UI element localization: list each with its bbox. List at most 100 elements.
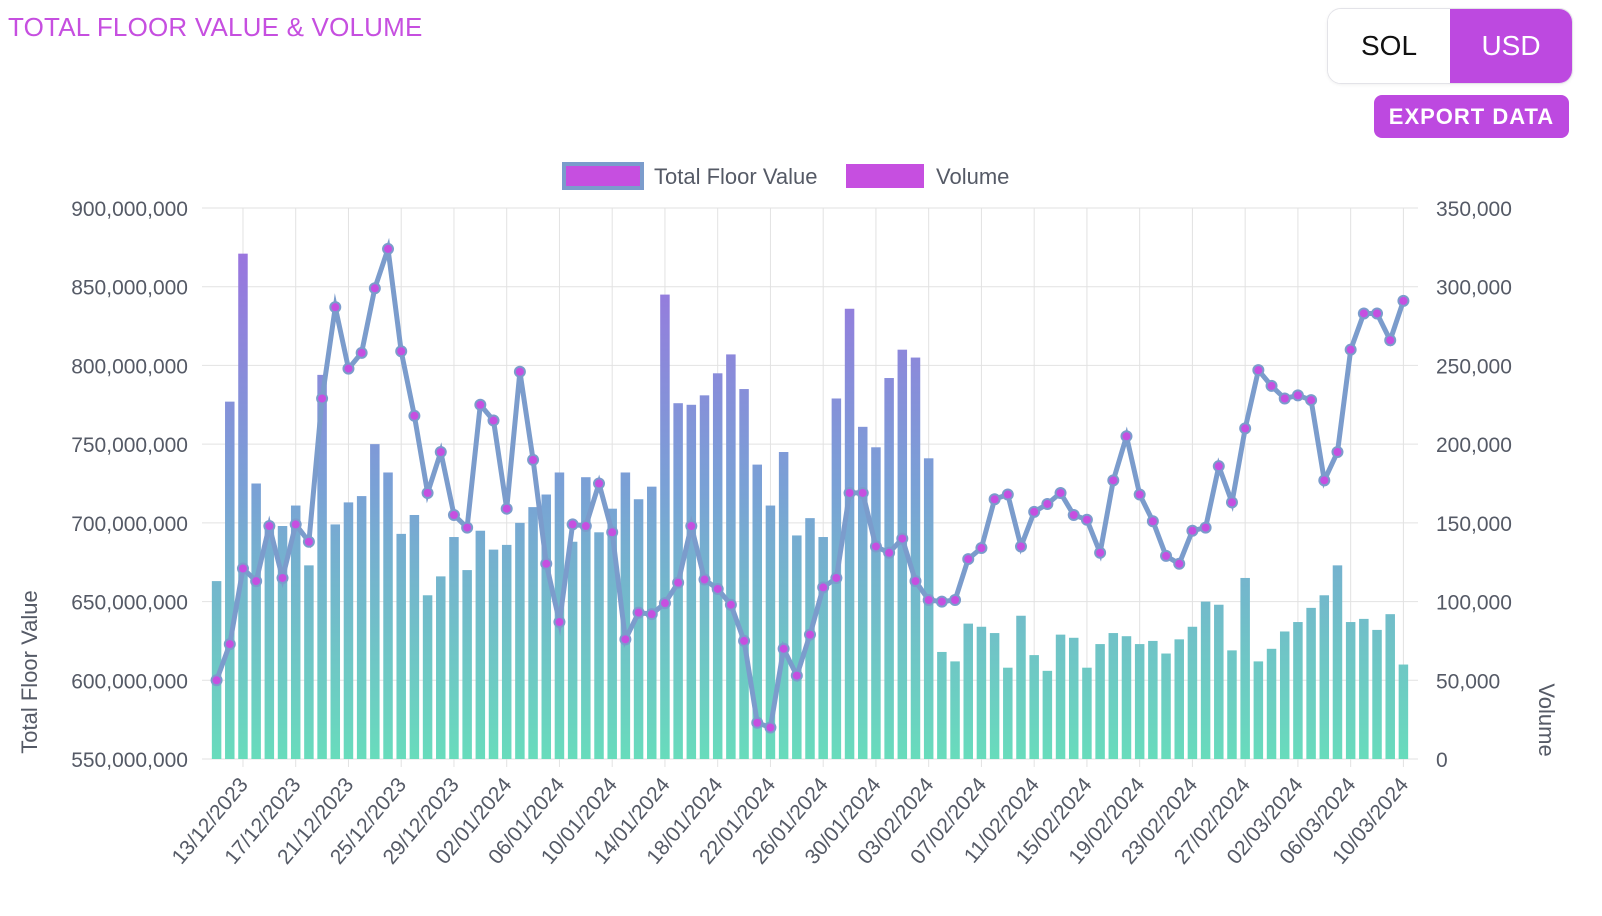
floor-value-point[interactable]: [830, 571, 843, 584]
volume-bar[interactable]: [647, 486, 657, 759]
volume-bar[interactable]: [1398, 664, 1409, 759]
volume-bar[interactable]: [950, 661, 960, 759]
volume-bar[interactable]: [541, 494, 552, 759]
floor-value-point[interactable]: [1291, 389, 1304, 402]
volume-bar[interactable]: [264, 526, 275, 759]
volume-bar[interactable]: [304, 565, 314, 759]
volume-bar[interactable]: [594, 532, 604, 759]
volume-bar[interactable]: [1293, 622, 1303, 759]
floor-value-point[interactable]: [1094, 546, 1107, 559]
floor-value-point[interactable]: [632, 606, 645, 619]
volume-bar[interactable]: [211, 581, 222, 759]
floor-value-point[interactable]: [909, 575, 922, 588]
volume-bar[interactable]: [1306, 607, 1316, 759]
floor-value-point[interactable]: [223, 638, 236, 651]
floor-value-point[interactable]: [1186, 524, 1199, 537]
volume-bar[interactable]: [501, 544, 512, 759]
floor-value-point[interactable]: [698, 573, 711, 586]
floor-value-point[interactable]: [724, 598, 737, 611]
volume-bar[interactable]: [923, 458, 934, 759]
volume-bar[interactable]: [1240, 577, 1250, 759]
volume-bar[interactable]: [1279, 631, 1290, 759]
floor-value-point[interactable]: [408, 409, 421, 422]
volume-bar[interactable]: [225, 401, 235, 759]
floor-value-point[interactable]: [777, 642, 790, 655]
floor-value-point[interactable]: [461, 521, 474, 534]
volume-bar[interactable]: [1372, 629, 1382, 759]
floor-value-point[interactable]: [236, 562, 249, 575]
floor-value-point[interactable]: [1080, 513, 1093, 526]
volume-bar[interactable]: [396, 533, 406, 759]
volume-bar[interactable]: [1332, 565, 1343, 759]
floor-value-point[interactable]: [1120, 430, 1133, 443]
volume-bar[interactable]: [1068, 637, 1079, 759]
volume-bar[interactable]: [488, 549, 499, 759]
floor-value-point[interactable]: [1305, 394, 1318, 407]
volume-bar[interactable]: [989, 633, 1000, 759]
floor-value-point[interactable]: [382, 242, 395, 255]
floor-value-point[interactable]: [935, 595, 948, 608]
floor-value-point[interactable]: [1067, 508, 1080, 521]
volume-bar[interactable]: [858, 426, 868, 759]
volume-bar[interactable]: [897, 349, 908, 759]
volume-bar[interactable]: [792, 535, 802, 759]
floor-value-point[interactable]: [250, 575, 263, 588]
volume-bar[interactable]: [726, 354, 736, 759]
floor-value-point[interactable]: [922, 593, 935, 606]
floor-value-point[interactable]: [738, 634, 751, 647]
volume-bar[interactable]: [528, 507, 538, 759]
volume-bar[interactable]: [633, 499, 644, 759]
volume-bar[interactable]: [818, 537, 828, 759]
floor-value-point[interactable]: [263, 520, 276, 533]
volume-bar[interactable]: [290, 505, 301, 759]
volume-bar[interactable]: [910, 357, 921, 759]
floor-value-point[interactable]: [1160, 549, 1173, 562]
floor-value-point[interactable]: [988, 493, 1001, 506]
volume-bar[interactable]: [963, 623, 973, 759]
floor-value-point[interactable]: [1146, 515, 1159, 528]
floor-value-point[interactable]: [276, 571, 289, 584]
floor-value-point[interactable]: [645, 608, 658, 621]
volume-bar[interactable]: [660, 294, 670, 759]
floor-value-point[interactable]: [751, 716, 764, 729]
floor-value-point[interactable]: [474, 398, 487, 411]
volume-bar[interactable]: [567, 541, 578, 759]
floor-value-point[interactable]: [1199, 521, 1212, 534]
volume-bar[interactable]: [778, 452, 789, 759]
volume-bar[interactable]: [1042, 670, 1053, 759]
volume-bar[interactable]: [937, 651, 947, 759]
volume-bar[interactable]: [884, 378, 894, 759]
volume-bar[interactable]: [317, 374, 327, 759]
floor-value-point[interactable]: [1344, 343, 1357, 356]
legend-label-volume[interactable]: Volume: [936, 164, 1009, 189]
floor-value-point[interactable]: [566, 518, 579, 531]
volume-bar[interactable]: [1134, 644, 1145, 759]
floor-value-point[interactable]: [1133, 488, 1146, 501]
volume-bar[interactable]: [1345, 622, 1356, 759]
volume-bar[interactable]: [1029, 655, 1039, 759]
volume-bar[interactable]: [844, 308, 855, 759]
volume-bar[interactable]: [1174, 639, 1184, 759]
floor-value-point[interactable]: [711, 582, 724, 595]
volume-bar[interactable]: [475, 530, 486, 759]
floor-value-point[interactable]: [329, 301, 342, 314]
floor-value-point[interactable]: [962, 553, 975, 566]
volume-bar[interactable]: [1359, 618, 1369, 759]
floor-value-point[interactable]: [1041, 497, 1054, 510]
floor-value-point[interactable]: [1028, 505, 1041, 518]
volume-bar[interactable]: [277, 526, 288, 759]
export-data-button[interactable]: EXPORT DATA: [1374, 95, 1569, 138]
floor-value-point[interactable]: [1225, 496, 1238, 509]
volume-bar[interactable]: [343, 502, 354, 759]
floor-value-point[interactable]: [1014, 540, 1027, 553]
volume-bar[interactable]: [739, 389, 749, 759]
volume-bar[interactable]: [1266, 648, 1277, 759]
legend-swatch-floor-value[interactable]: [562, 162, 644, 190]
volume-bar[interactable]: [607, 508, 617, 759]
floor-value-point[interactable]: [1371, 307, 1384, 320]
volume-bar[interactable]: [1200, 601, 1211, 759]
volume-bar[interactable]: [1082, 667, 1092, 759]
floor-value-point[interactable]: [843, 486, 856, 499]
floor-value-point[interactable]: [210, 674, 223, 687]
volume-bar[interactable]: [871, 447, 881, 759]
